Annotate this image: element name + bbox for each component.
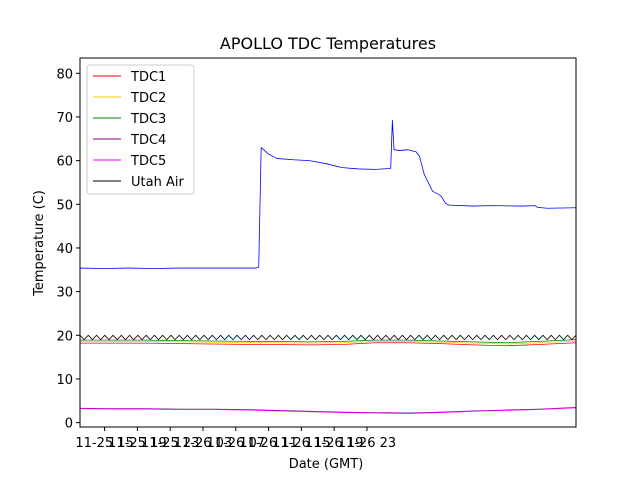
y-tick-label: 20 (56, 329, 73, 344)
series-line-tdc2 (80, 340, 576, 345)
series-layer (80, 120, 576, 414)
x-tick-label: 11-26 15 (272, 436, 330, 451)
x-tick-label: 11-25 15 (75, 436, 133, 451)
x-tick-label: 11-26 07 (207, 436, 265, 451)
y-tick-label: 60 (56, 155, 73, 170)
y-tick-label: 10 (56, 373, 73, 388)
legend-label: TDC4 (130, 133, 166, 148)
legend-label: TDC5 (130, 154, 166, 169)
y-tick-label: 40 (56, 242, 73, 257)
legend-label: Utah Air (131, 175, 184, 190)
x-axis-label: Date (GMT) (289, 457, 364, 472)
legend-label: TDC2 (130, 91, 166, 106)
series-line-tdc (80, 120, 576, 269)
series-line-tdc1 (80, 342, 576, 347)
x-tick-label: 11-26 03 (174, 436, 232, 451)
y-axis-ticks: 0 10 20 30 40 50 60 70 80 (56, 67, 80, 432)
x-tick-label: 11-26 23 (338, 436, 396, 451)
x-tick-label: 11-25 23 (141, 436, 199, 451)
y-tick-label: 50 (56, 198, 73, 213)
x-tick-label: 11-26 19 (305, 436, 363, 451)
y-tick-label: 30 (56, 286, 73, 301)
series-line-tdc5 (80, 407, 576, 414)
x-tick-label: 11-26 11 (239, 436, 297, 451)
series-line-tdc4 (80, 406, 576, 414)
chart-title: APOLLO TDC Temperatures (220, 34, 436, 53)
legend: TDC1 TDC2 TDC3 TDC4 TDC5 Utah Air (86, 64, 195, 195)
x-tick-label: 11-25 19 (108, 436, 166, 451)
series-line-utah-air (80, 334, 576, 341)
y-tick-label: 70 (56, 111, 73, 126)
y-tick-label: 80 (56, 67, 73, 82)
legend-label: TDC1 (130, 70, 166, 85)
y-axis-label: Temperature (C) (32, 190, 47, 297)
y-tick-label: 0 (65, 417, 73, 432)
series-line-tdc3 (80, 339, 576, 344)
legend-label: TDC3 (130, 112, 166, 127)
plot-area-frame (79, 57, 577, 428)
